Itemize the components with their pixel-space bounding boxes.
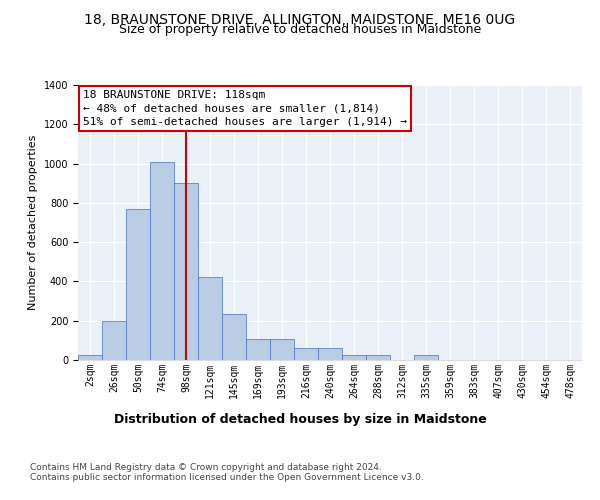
Bar — [222, 314, 246, 360]
Text: Size of property relative to detached houses in Maidstone: Size of property relative to detached ho… — [119, 24, 481, 36]
Bar — [174, 183, 198, 360]
Bar — [78, 355, 102, 360]
Bar — [246, 339, 270, 360]
Bar — [102, 320, 126, 360]
Text: 18 BRAUNSTONE DRIVE: 118sqm
← 48% of detached houses are smaller (1,814)
51% of : 18 BRAUNSTONE DRIVE: 118sqm ← 48% of det… — [83, 90, 407, 127]
Text: 18, BRAUNSTONE DRIVE, ALLINGTON, MAIDSTONE, ME16 0UG: 18, BRAUNSTONE DRIVE, ALLINGTON, MAIDSTO… — [85, 12, 515, 26]
Text: Contains public sector information licensed under the Open Government Licence v3: Contains public sector information licen… — [30, 472, 424, 482]
Bar — [342, 355, 366, 360]
Bar — [150, 162, 174, 360]
Bar — [294, 348, 318, 360]
Text: Distribution of detached houses by size in Maidstone: Distribution of detached houses by size … — [113, 412, 487, 426]
Bar — [270, 339, 294, 360]
Bar — [414, 355, 438, 360]
Y-axis label: Number of detached properties: Number of detached properties — [28, 135, 38, 310]
Bar — [126, 209, 150, 360]
Bar — [318, 348, 342, 360]
Bar — [198, 276, 222, 360]
Text: Contains HM Land Registry data © Crown copyright and database right 2024.: Contains HM Land Registry data © Crown c… — [30, 462, 382, 471]
Bar — [366, 355, 390, 360]
